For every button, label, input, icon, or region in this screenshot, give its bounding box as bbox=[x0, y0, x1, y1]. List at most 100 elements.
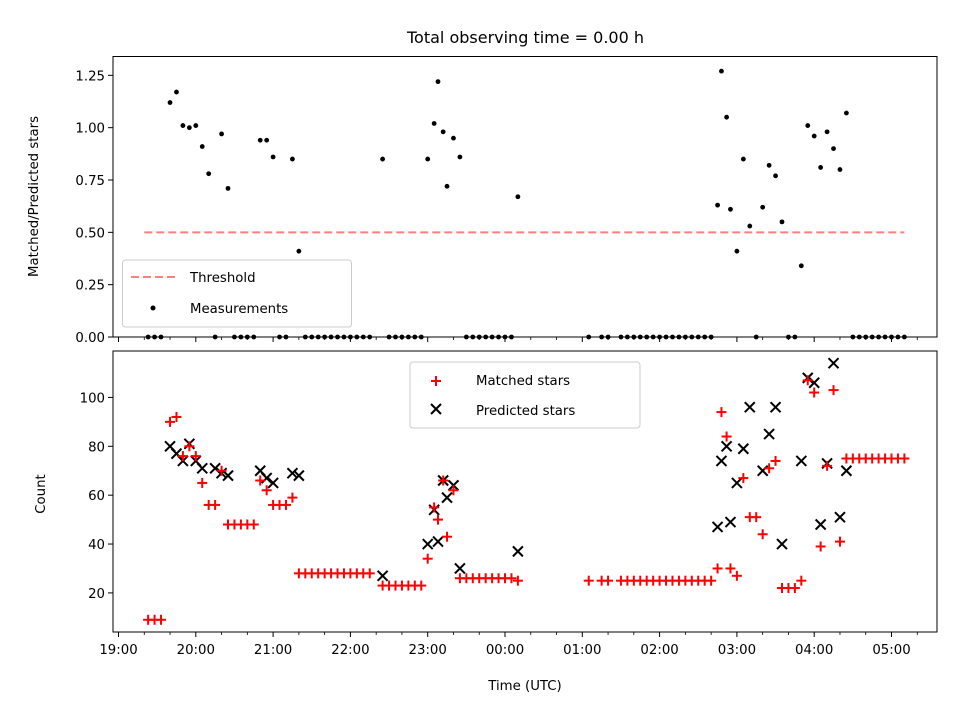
predicted-stars-point bbox=[267, 477, 279, 489]
x-tick-label: 19:00 bbox=[99, 643, 137, 658]
predicted-stars-point bbox=[512, 545, 524, 558]
measurement-point bbox=[431, 121, 437, 126]
predicted-stars-point bbox=[196, 462, 208, 474]
measurement-point bbox=[193, 123, 199, 128]
predicted-stars-point bbox=[724, 516, 737, 528]
matched-stars-point bbox=[822, 460, 833, 471]
top-y-tick-label: 1.00 bbox=[75, 122, 105, 137]
x-tick-label: 01:00 bbox=[563, 643, 601, 658]
measurement-point bbox=[811, 133, 817, 139]
bottom-y-axis: 20 40 60 80 100 bbox=[80, 391, 113, 602]
measurement-point bbox=[724, 114, 729, 120]
measurement-point bbox=[766, 162, 772, 168]
matched-stars-point bbox=[210, 499, 221, 510]
matched-stars-point bbox=[156, 614, 167, 625]
top-axes-frame bbox=[112, 56, 938, 338]
bottom-y-tick-label: 20 bbox=[88, 587, 105, 602]
measurement-point bbox=[444, 183, 450, 189]
matched-stars-point bbox=[712, 563, 723, 574]
matched-stars-point bbox=[899, 453, 910, 464]
matched-stars-point bbox=[255, 475, 266, 486]
legend-predicted-swatch bbox=[430, 403, 442, 415]
top-y-axis-label: Matched/Predicted stars bbox=[27, 116, 42, 277]
x-tick-label: 21:00 bbox=[254, 643, 292, 658]
matched-stars-point bbox=[721, 431, 732, 442]
measurement-point bbox=[844, 110, 849, 116]
x-tick-label: 02:00 bbox=[640, 643, 678, 658]
measurement-point bbox=[206, 171, 212, 177]
matched-stars-point bbox=[802, 375, 813, 386]
matched-stars-point bbox=[429, 502, 440, 513]
measurement-point bbox=[167, 100, 173, 105]
matched-stars-point bbox=[184, 441, 195, 452]
predicted-stars-point bbox=[432, 535, 444, 548]
predicted-stars-point bbox=[286, 467, 299, 479]
x-tick-label: 20:00 bbox=[177, 643, 215, 658]
bottom-axes-frame bbox=[112, 350, 938, 633]
matched-stars-point bbox=[177, 451, 188, 462]
predicted-stars-point bbox=[737, 443, 750, 455]
measurement-point bbox=[257, 137, 263, 143]
x-tick-label: 22:00 bbox=[331, 643, 369, 658]
predicted-stars-point bbox=[711, 521, 724, 533]
measurement-point bbox=[760, 204, 766, 210]
measurement-point bbox=[728, 206, 733, 212]
legend-threshold-label: Threshold bbox=[189, 271, 256, 286]
bottom-y-tick-label: 40 bbox=[88, 538, 105, 553]
measurement-point bbox=[515, 194, 521, 200]
bottom-y-axis-label: Count bbox=[34, 474, 49, 514]
matched-stars-point bbox=[287, 492, 298, 503]
measurement-point bbox=[779, 219, 785, 225]
matched-stars-point bbox=[583, 575, 594, 586]
matched-stars-point bbox=[764, 463, 775, 474]
measurement-point bbox=[451, 135, 456, 141]
matched-stars-point bbox=[731, 570, 742, 581]
predicted-stars-point bbox=[376, 570, 389, 582]
measurement-point bbox=[715, 202, 720, 208]
predicted-stars-point bbox=[421, 538, 434, 550]
matched-stars-point bbox=[809, 387, 820, 398]
chart-title: Total observing time = 0.00 h bbox=[406, 28, 644, 47]
predicted-stars-point bbox=[763, 428, 775, 440]
measurement-point bbox=[805, 123, 811, 128]
matched-stars-point bbox=[216, 465, 227, 476]
measurement-point bbox=[798, 263, 804, 269]
matched-stars-point bbox=[448, 485, 459, 496]
measurement-point bbox=[435, 79, 441, 85]
bottom-y-tick-label: 100 bbox=[80, 391, 105, 406]
top-x-axis-ticks bbox=[118, 337, 918, 342]
measurement-point bbox=[225, 185, 231, 191]
matched-stars-point bbox=[834, 536, 845, 547]
predicted-stars-point bbox=[441, 491, 453, 504]
bottom-y-tick-label: 80 bbox=[88, 440, 105, 455]
matched-stars-point bbox=[815, 541, 826, 552]
matched-stars-point bbox=[197, 477, 208, 488]
predicted-stars-point bbox=[834, 511, 846, 523]
x-tick-label: 04:00 bbox=[795, 643, 833, 658]
top-y-tick-label: 0.25 bbox=[75, 279, 105, 294]
measurement-point bbox=[174, 89, 179, 95]
measurement-point bbox=[180, 123, 186, 128]
matched-stars-point bbox=[725, 563, 736, 574]
matched-stars-point bbox=[751, 512, 762, 523]
predicted-stars-point bbox=[776, 538, 788, 550]
bottom-legend: Matched stars Predicted stars bbox=[409, 361, 641, 429]
legend-matched-label: Matched stars bbox=[476, 374, 570, 389]
legend-predicted-label: Predicted stars bbox=[476, 404, 575, 419]
top-plot-area bbox=[144, 68, 907, 340]
bottom-plot-area bbox=[143, 357, 910, 625]
matched-stars-point bbox=[770, 455, 781, 466]
matched-stars-point bbox=[603, 575, 614, 586]
measurement-point bbox=[719, 68, 724, 74]
predicted-stars-point bbox=[795, 455, 808, 467]
matched-stars-point bbox=[828, 385, 839, 396]
matched-stars-point bbox=[789, 583, 800, 594]
bottom-y-tick-label: 60 bbox=[88, 489, 105, 504]
matched-stars-point bbox=[716, 407, 727, 418]
measurement-point bbox=[773, 173, 778, 179]
matched-stars-point bbox=[506, 573, 517, 584]
predicted-stars-point bbox=[454, 562, 466, 575]
bottom-legend-box bbox=[409, 361, 641, 429]
top-y-axis: 0.00 0.25 0.50 0.75 1.00 1.25 bbox=[75, 69, 113, 346]
matched-stars-point bbox=[261, 485, 272, 496]
